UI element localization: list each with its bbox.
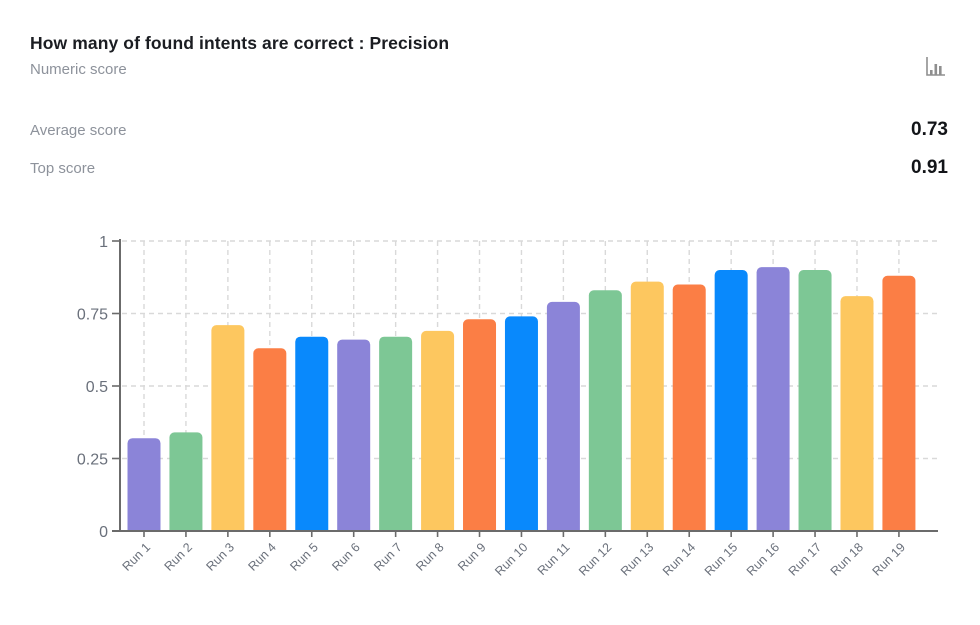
x-tick-label: Run 12 bbox=[576, 540, 614, 578]
stat-label: Average score bbox=[30, 121, 127, 139]
y-tick-label: 0 bbox=[99, 524, 108, 541]
y-tick-label: 0.75 bbox=[77, 307, 108, 324]
bar-run-19[interactable] bbox=[882, 275, 916, 531]
x-tick-label: Run 15 bbox=[702, 540, 740, 578]
x-tick-label: Run 5 bbox=[287, 540, 321, 574]
bar-run-3[interactable] bbox=[211, 325, 245, 531]
x-tick-label: Run 13 bbox=[618, 540, 656, 578]
chart-type-button[interactable] bbox=[922, 54, 948, 80]
bar-run-14[interactable] bbox=[672, 284, 706, 532]
y-tick-label: 1 bbox=[99, 234, 108, 251]
bar-run-13[interactable] bbox=[630, 281, 664, 531]
x-tick-label: Run 3 bbox=[204, 540, 238, 574]
y-tick-label: 0.5 bbox=[86, 379, 108, 396]
stat-value: 0.73 bbox=[911, 119, 948, 140]
x-tick-label: Run 11 bbox=[535, 540, 573, 578]
bar-run-11[interactable] bbox=[546, 301, 580, 531]
y-tick-label: 0.25 bbox=[77, 452, 108, 469]
bar-run-2[interactable] bbox=[169, 432, 203, 531]
x-tick-label: Run 19 bbox=[870, 540, 908, 578]
subtitle: Numeric score bbox=[30, 61, 127, 78]
bar-run-9[interactable] bbox=[463, 319, 497, 531]
page-title: How many of found intents are correct : … bbox=[30, 33, 450, 53]
x-tick-label: Run 7 bbox=[371, 540, 405, 574]
x-tick-label: Run 8 bbox=[413, 540, 447, 574]
bar-run-10[interactable] bbox=[504, 316, 538, 531]
x-tick-label: Run 16 bbox=[744, 540, 782, 578]
bar-run-12[interactable] bbox=[588, 290, 622, 531]
bar-run-8[interactable] bbox=[421, 330, 455, 531]
bar-run-1[interactable] bbox=[127, 438, 161, 531]
stat-label: Top score bbox=[30, 159, 96, 177]
x-tick-label: Run 17 bbox=[786, 540, 824, 578]
x-tick-label: Run 2 bbox=[162, 540, 196, 574]
bar-run-5[interactable] bbox=[295, 336, 329, 531]
bar-run-6[interactable] bbox=[337, 339, 371, 531]
bar-chart-icon bbox=[923, 56, 947, 78]
bar-run-16[interactable] bbox=[756, 267, 790, 531]
stat-row-average: Average score 0.73 bbox=[30, 118, 948, 142]
x-tick-label: Run 9 bbox=[455, 540, 489, 574]
bar-run-15[interactable] bbox=[714, 270, 748, 531]
x-tick-label: Run 1 bbox=[120, 540, 154, 574]
stat-value: 0.91 bbox=[911, 157, 948, 178]
bar-run-18[interactable] bbox=[840, 296, 874, 531]
x-tick-label: Run 6 bbox=[329, 540, 363, 574]
x-tick-label: Run 10 bbox=[492, 540, 530, 578]
bar-run-17[interactable] bbox=[798, 270, 832, 531]
x-tick-label: Run 18 bbox=[828, 540, 866, 578]
x-tick-label: Run 4 bbox=[245, 540, 279, 574]
stat-row-top: Top score 0.91 bbox=[30, 156, 948, 180]
bar-chart: 0 0.25 0.5 0.75 1 Run 1 Run 2 Run 3 Run 4 Run 5 Ru… bbox=[0, 215, 980, 620]
bar-run-7[interactable] bbox=[379, 336, 413, 531]
x-tick-label: Run 14 bbox=[660, 540, 698, 578]
bar-run-4[interactable] bbox=[253, 348, 287, 531]
